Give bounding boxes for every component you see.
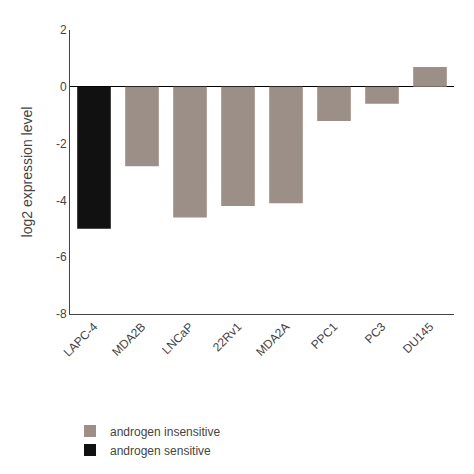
- svg-text:PPC1: PPC1: [308, 320, 340, 352]
- svg-text:LNCaP: LNCaP: [159, 320, 196, 357]
- svg-text:log2 expression level: log2 expression level: [19, 107, 35, 238]
- svg-text:MDA2B: MDA2B: [109, 320, 148, 359]
- svg-text:-6: -6: [56, 250, 67, 264]
- svg-text:LAPC-4: LAPC-4: [61, 320, 101, 360]
- svg-text:-8: -8: [56, 307, 67, 321]
- svg-text:DU145: DU145: [400, 320, 437, 357]
- svg-text:PC3: PC3: [362, 320, 389, 347]
- svg-text:-2: -2: [56, 137, 67, 151]
- svg-text:androgen sensitive: androgen sensitive: [110, 444, 211, 458]
- svg-text:-4: -4: [56, 194, 67, 208]
- svg-text:2: 2: [60, 23, 67, 37]
- svg-text:MDA2A: MDA2A: [253, 320, 292, 359]
- svg-text:androgen insensitive: androgen insensitive: [110, 425, 220, 439]
- svg-text:0: 0: [60, 80, 67, 94]
- svg-text:22Rv1: 22Rv1: [210, 320, 245, 355]
